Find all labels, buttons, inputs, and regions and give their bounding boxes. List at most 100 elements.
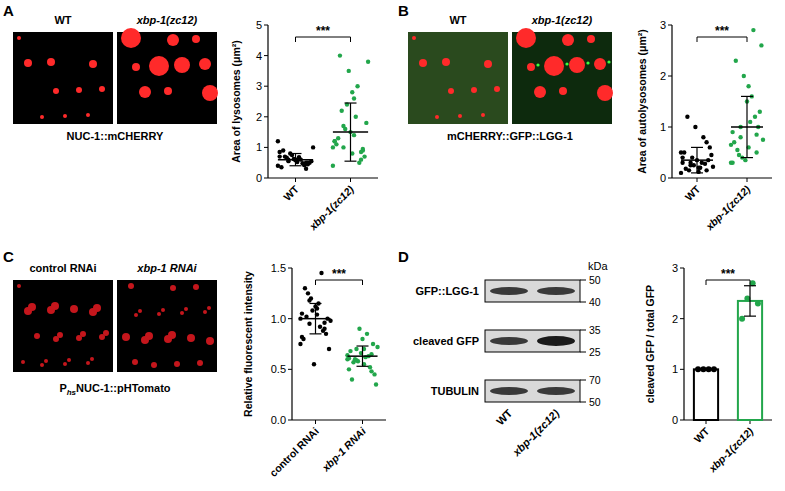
micrograph-spot [145,332,153,340]
chart: 0123Area of autolysosomes (μm²)WTxbp-1(z… [636,19,772,233]
data-point [340,108,344,112]
error-cap [741,157,753,158]
micrograph-spot [484,60,492,68]
y-tick-label: 0 [256,172,262,184]
micrograph-spot [47,58,55,66]
data-point [685,115,689,119]
micrograph-spot [174,361,180,367]
blot-strip [485,330,580,352]
y-tick-label: 2 [660,70,666,82]
data-point [709,153,713,157]
blot-strip [485,380,580,402]
micrograph-spot [448,88,454,94]
y-tick-label: 2 [256,111,262,123]
figure: ABCDWTxbp-1(zc12)NUC-1::mCHERRYWTxbp-1(z… [0,0,785,491]
micrograph-spot [51,302,59,310]
micrograph-spot [93,304,101,312]
micrograph-spot [597,85,613,101]
y-axis [267,25,268,178]
data-point [312,362,316,366]
data-point [341,145,345,149]
micrograph-spot [132,359,138,365]
y-tick [680,369,684,370]
y-tick-label: 1.0 [271,313,286,325]
data-point [331,145,335,149]
x-axis [672,177,772,178]
image-label: xbp-1(zc12) [531,14,593,26]
x-axis [268,177,378,178]
data-point [318,325,322,329]
data-point [338,53,342,57]
data-point [754,150,758,154]
y-tick-label: 5 [256,19,262,31]
micrograph-spot [122,333,130,341]
error-cap [357,366,369,367]
micrograph-spot [151,362,157,368]
y-tick [288,268,292,269]
y-tick-label: 1 [672,363,678,375]
x-tick-label: xbp-1(zc12) [702,183,752,233]
marker-label: 40 [589,296,601,308]
y-axis-title: Area of autolysosomes (μm²) [636,29,648,174]
data-point [690,155,694,159]
micrograph-spot [587,35,595,43]
y-tick [288,318,292,319]
data-point [354,347,358,351]
data-point [704,140,708,144]
micrograph-spot [28,303,36,311]
marker-tick [580,330,586,331]
blot-band [490,387,528,395]
y-axis-title: cleaved GFP / total GFP [644,285,656,403]
micrograph-spot [128,283,134,289]
x-tick [747,178,748,182]
error-cap [345,161,357,162]
data-point [350,90,354,94]
micrograph-spot [586,61,589,64]
micrograph-spot [167,34,179,46]
micrograph-spot [164,87,172,95]
y-tick [264,25,268,26]
micrograph-spot [202,85,218,101]
bar [694,369,718,420]
micrograph-spot [534,86,546,98]
data [694,280,762,420]
y-axis [291,268,292,420]
micrograph-spot [471,87,477,93]
data-point [352,96,356,100]
caption-part: NUC-1::pHTomato [76,382,171,394]
error-bar [290,154,302,166]
blot-band [537,287,575,295]
micrograph-spot [187,334,195,342]
micrograph-spot [203,310,207,314]
micrograph-spot [17,36,21,40]
data [276,53,371,171]
y-tick [288,420,292,421]
micrograph-spot [516,28,536,48]
micrograph [13,32,113,124]
y-tick [680,268,684,269]
micrograph-spot [121,28,141,48]
micrograph-spot [192,35,200,43]
data-point [357,327,361,331]
y-tick [264,55,268,56]
error-bar [744,286,756,316]
micrograph-spot [149,56,169,76]
data-point [307,322,311,326]
data-point [758,110,762,114]
micrograph-spot [132,63,140,71]
y-tick [680,420,684,421]
blot-band [490,337,528,345]
marker-label: 50 [589,396,601,408]
error-cap [357,345,369,346]
data-point [307,298,311,302]
y-tick [264,116,268,117]
y-tick [264,147,268,148]
y-axis [671,25,672,178]
x-axis [292,419,386,420]
micrograph-spot [458,114,462,118]
significance: *** [715,24,729,38]
error-cap [741,96,753,97]
data-point [748,120,752,124]
image-label: xbp-1 RNAi [136,262,197,274]
lane-label: WT [494,407,515,428]
